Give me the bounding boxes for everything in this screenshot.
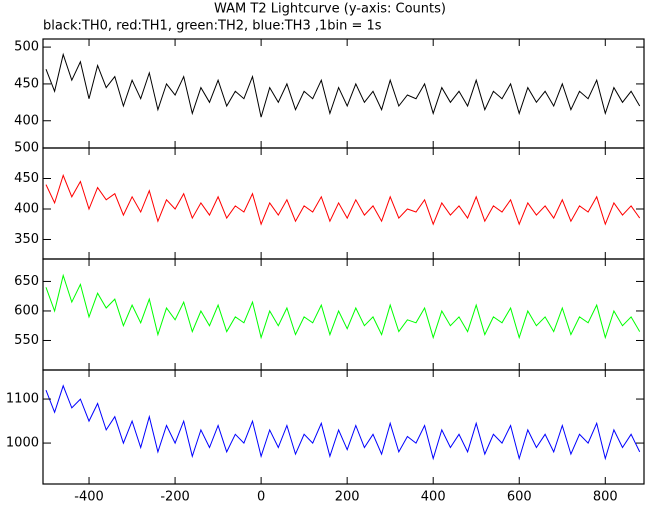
x-tick-label: -400 bbox=[74, 490, 104, 505]
y-tick-label: 600 bbox=[14, 303, 39, 318]
panel-frame bbox=[42, 258, 645, 371]
y-tick-label: 650 bbox=[14, 274, 39, 289]
chart-subtitle: black:TH0, red:TH1, green:TH2, blue:TH3 … bbox=[43, 19, 382, 34]
lightcurve bbox=[45, 52, 641, 118]
y-tick-label: 350 bbox=[14, 232, 39, 247]
y-tick-label: 1100 bbox=[6, 392, 39, 407]
y-tick-label: 450 bbox=[14, 171, 39, 186]
x-tick-label: 200 bbox=[335, 490, 360, 505]
y-tick-label: 400 bbox=[14, 113, 39, 128]
x-tick-label: -200 bbox=[160, 490, 190, 505]
x-tick-label: 600 bbox=[507, 490, 532, 505]
chart-title: WAM T2 Lightcurve (y-axis: Counts) bbox=[214, 2, 446, 17]
panel-frame bbox=[42, 369, 645, 485]
y-tick-label: 450 bbox=[14, 76, 39, 91]
lightcurve bbox=[45, 384, 641, 461]
x-tick-label: 800 bbox=[593, 490, 618, 505]
x-tick-label: 400 bbox=[421, 490, 446, 505]
y-tick-label: 500 bbox=[14, 141, 39, 156]
panel-frame bbox=[42, 147, 645, 260]
lightcurve bbox=[45, 173, 641, 226]
y-tick-label: 550 bbox=[14, 333, 39, 348]
y-tick-label: 1000 bbox=[6, 436, 39, 451]
y-tick-label: 400 bbox=[14, 201, 39, 216]
y-tick-label: 500 bbox=[14, 40, 39, 55]
panel-frame bbox=[42, 38, 645, 149]
x-tick-label: 0 bbox=[257, 490, 265, 505]
lightcurve bbox=[45, 273, 641, 340]
